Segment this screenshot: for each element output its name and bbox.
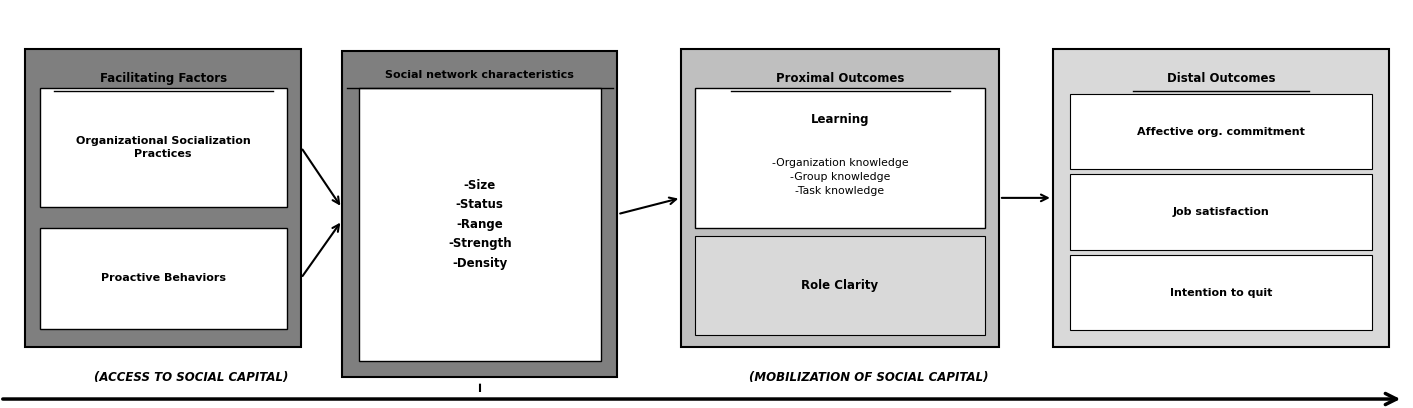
Bar — [1070, 94, 1372, 169]
Text: Proximal Outcomes: Proximal Outcomes — [776, 72, 904, 85]
Bar — [695, 88, 985, 228]
Text: Facilitating Factors: Facilitating Factors — [100, 72, 226, 85]
Text: -Organization knowledge
-Group knowledge
-Task knowledge: -Organization knowledge -Group knowledge… — [771, 158, 909, 196]
Text: Organizational Socialization
Practices: Organizational Socialization Practices — [76, 135, 250, 159]
Bar — [681, 49, 999, 347]
Bar — [695, 236, 985, 335]
Bar — [40, 228, 287, 329]
Bar — [1070, 255, 1372, 330]
Text: Intention to quit: Intention to quit — [1170, 288, 1272, 298]
Bar — [1070, 174, 1372, 250]
Text: Proactive Behaviors: Proactive Behaviors — [100, 273, 226, 283]
Text: Social network characteristics: Social network characteristics — [386, 71, 574, 80]
Text: -Size
-Status
-Range
-Strength
-Density: -Size -Status -Range -Strength -Density — [448, 179, 512, 270]
Text: Job satisfaction: Job satisfaction — [1173, 207, 1269, 217]
Bar — [342, 51, 617, 377]
Bar — [25, 49, 301, 347]
Text: Affective org. commitment: Affective org. commitment — [1137, 126, 1304, 137]
Text: (ACCESS TO SOCIAL CAPITAL): (ACCESS TO SOCIAL CAPITAL) — [93, 371, 288, 384]
Text: (MOBILIZATION OF SOCIAL CAPITAL): (MOBILIZATION OF SOCIAL CAPITAL) — [749, 371, 989, 384]
Text: Learning: Learning — [811, 113, 869, 126]
Bar — [40, 88, 287, 207]
Bar — [1053, 49, 1389, 347]
Text: Distal Outcomes: Distal Outcomes — [1167, 72, 1275, 85]
Bar — [359, 88, 601, 361]
Text: Role Clarity: Role Clarity — [801, 279, 879, 292]
